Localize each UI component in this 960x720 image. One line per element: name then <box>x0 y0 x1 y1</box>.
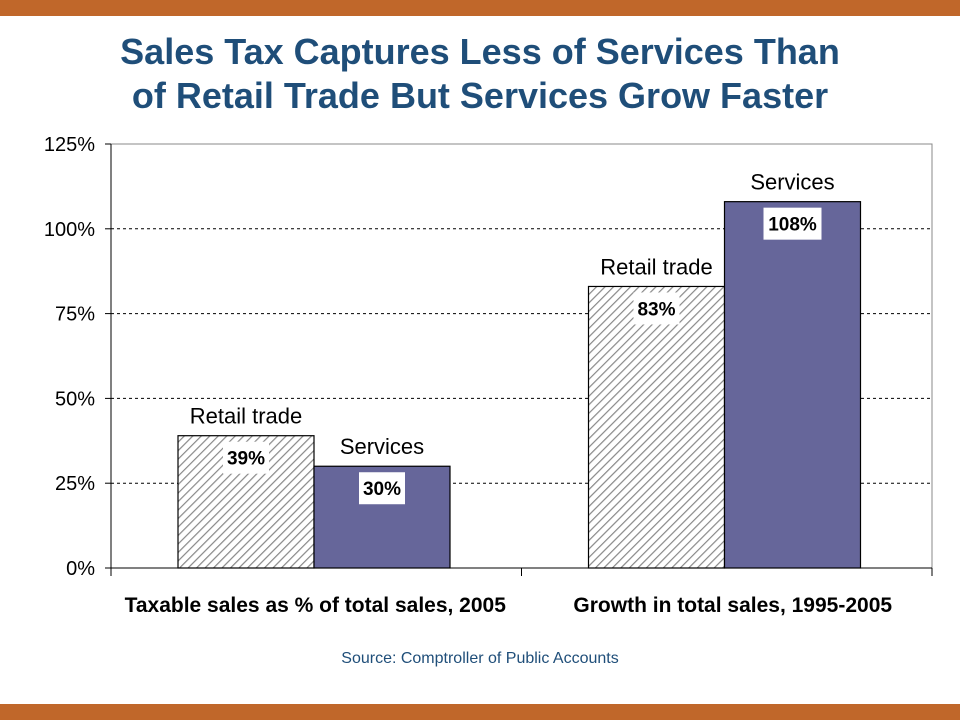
top-accent-bar <box>0 0 960 16</box>
data-label: 39% <box>227 449 265 470</box>
y-tick-label: 125% <box>44 134 95 156</box>
bar-retail-trade <box>587 285 726 569</box>
y-tick-label: 25% <box>55 473 95 495</box>
data-label-box <box>763 207 822 240</box>
bar-services <box>723 201 862 569</box>
bar-series-label: Retail trade <box>600 254 713 279</box>
source-note: Source: Comptroller of Public Accounts <box>341 650 619 667</box>
data-label: 108% <box>768 215 817 236</box>
bar-series-label: Services <box>750 170 834 195</box>
bottom-accent-bar <box>0 704 960 720</box>
title-line-2: of Retail Trade But Services Grow Faster <box>131 75 829 116</box>
title-line-1: Sales Tax Captures Less of Services Than <box>120 31 840 72</box>
y-tick-label: 50% <box>55 388 95 410</box>
data-label-box <box>633 292 680 325</box>
y-tick-label: 0% <box>66 558 95 580</box>
data-label-box <box>359 472 405 505</box>
data-label-box <box>223 441 269 474</box>
data-label: 30% <box>363 479 401 500</box>
x-category-label: Taxable sales as % of total sales, 2005 <box>125 594 507 617</box>
page-title: Sales Tax Captures Less of Services Than… <box>20 30 940 118</box>
y-tick-label: 100% <box>44 219 95 241</box>
y-tick-label: 75% <box>55 304 95 326</box>
x-category-label: Growth in total sales, 1995-2005 <box>573 594 892 617</box>
data-label: 83% <box>637 299 675 320</box>
bar-series-label: Retail trade <box>190 404 303 429</box>
bar-series-label: Services <box>340 434 424 459</box>
